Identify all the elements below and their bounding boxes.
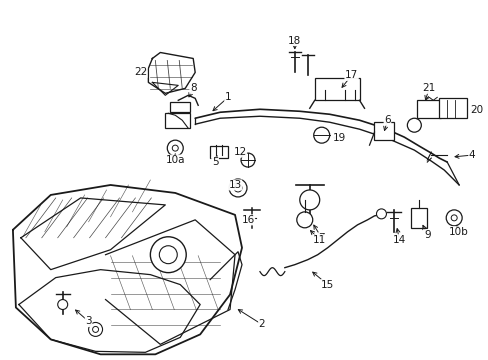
Text: 16: 16 xyxy=(241,215,254,225)
Circle shape xyxy=(313,127,329,143)
Circle shape xyxy=(228,179,246,197)
Circle shape xyxy=(172,145,178,151)
Circle shape xyxy=(88,323,102,336)
Polygon shape xyxy=(148,53,195,93)
Bar xyxy=(410,208,427,228)
Bar xyxy=(314,78,359,100)
Circle shape xyxy=(450,215,456,221)
Circle shape xyxy=(299,190,319,210)
Bar xyxy=(170,102,190,112)
Circle shape xyxy=(234,184,242,192)
Circle shape xyxy=(241,153,254,167)
Circle shape xyxy=(167,140,183,156)
Text: 15: 15 xyxy=(321,280,334,289)
Text: 12: 12 xyxy=(233,147,246,157)
Text: 4: 4 xyxy=(468,150,474,160)
Bar xyxy=(438,98,466,118)
Circle shape xyxy=(92,327,99,332)
Text: 17: 17 xyxy=(344,71,358,80)
Circle shape xyxy=(150,237,186,273)
Text: 10a: 10a xyxy=(165,155,184,165)
Text: 1: 1 xyxy=(224,92,231,102)
Text: 14: 14 xyxy=(392,235,405,245)
Circle shape xyxy=(376,209,386,219)
Text: 7: 7 xyxy=(318,233,325,243)
Text: 13: 13 xyxy=(228,180,241,190)
Text: 22: 22 xyxy=(134,67,147,77)
Text: 11: 11 xyxy=(312,235,325,245)
Text: 8: 8 xyxy=(189,84,196,93)
Text: 3: 3 xyxy=(85,316,92,327)
Circle shape xyxy=(446,210,461,226)
Text: 9: 9 xyxy=(423,230,430,240)
Text: 21: 21 xyxy=(422,84,435,93)
Circle shape xyxy=(296,212,312,228)
Text: 2: 2 xyxy=(258,319,264,329)
Circle shape xyxy=(407,118,421,132)
Text: 10b: 10b xyxy=(448,227,468,237)
Bar xyxy=(165,113,190,128)
Text: 6: 6 xyxy=(384,115,390,125)
Circle shape xyxy=(159,246,177,264)
Bar xyxy=(374,122,394,140)
Text: 20: 20 xyxy=(469,105,483,115)
Bar xyxy=(416,100,440,118)
Circle shape xyxy=(58,300,67,310)
Text: 5: 5 xyxy=(211,157,218,167)
Text: 18: 18 xyxy=(287,36,301,46)
Text: 19: 19 xyxy=(332,133,346,143)
Bar xyxy=(210,146,227,158)
